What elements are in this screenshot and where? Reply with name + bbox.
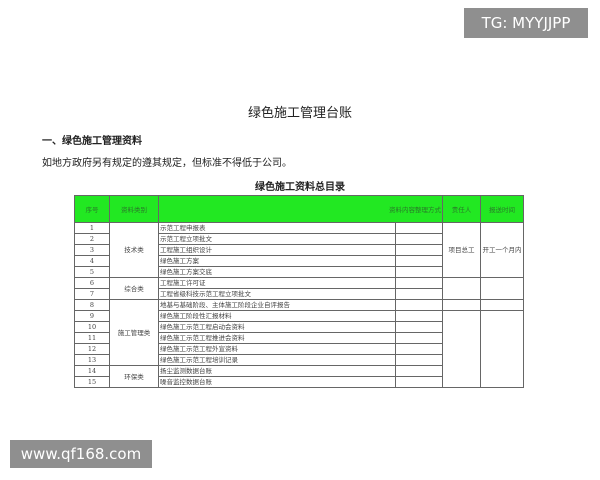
method-cell	[395, 365, 443, 377]
responsible-cell: 项目总工	[442, 222, 481, 278]
item-cell: 绿色施工示范工程启动会资料	[158, 321, 396, 333]
table-row: 12 绿色施工示范工程外宣资料	[74, 343, 524, 355]
item-cell: 扬尘监测数据台账	[158, 365, 396, 377]
item-cell: 地基与基础阶段、主体施工阶段企业自评报告	[158, 299, 396, 311]
row-number: 15	[74, 376, 110, 388]
deadline-cell	[480, 277, 524, 300]
row-number: 5	[74, 266, 110, 278]
table-row: 1 技术类 示范工程申报表 项目总工 开工一个月内	[74, 222, 524, 278]
method-cell	[395, 222, 443, 234]
document-title: 绿色施工管理台账	[247, 106, 352, 121]
row-number: 9	[74, 310, 110, 322]
row-number: 8	[74, 299, 110, 311]
table-row: 10 绿色施工示范工程启动会资料	[74, 321, 524, 333]
item-cell: 示范工程申报表	[158, 222, 396, 234]
header-deadline: 报送时间	[480, 195, 524, 223]
row-number: 6	[74, 277, 110, 289]
deadline-cell	[480, 299, 524, 311]
table-row: 8 施工管理类 地基与基础阶段、主体施工阶段企业自评报告	[74, 299, 524, 366]
method-cell	[395, 299, 443, 311]
row-number: 12	[74, 343, 110, 355]
method-cell	[395, 255, 443, 267]
item-cell: 示范工程立项批文	[158, 233, 396, 245]
method-cell	[395, 376, 443, 388]
method-cell	[395, 343, 443, 355]
table-title: 绿色施工资料总目录	[255, 182, 345, 193]
table-row: 14 环保类 扬尘监测数据台账	[74, 365, 524, 388]
responsible-cell	[442, 310, 481, 388]
category-cell: 施工管理类	[109, 299, 159, 366]
paragraph: 如地方政府另有规定的遵其规定，但标准不得低于公司。	[42, 158, 292, 169]
header-no: 序号	[74, 195, 110, 223]
item-cell: 噪音监控数据台账	[158, 376, 396, 388]
row-number: 11	[74, 332, 110, 344]
category-cell: 综合类	[109, 277, 159, 300]
method-cell	[395, 244, 443, 256]
item-cell: 工程施工组织设计	[158, 244, 396, 256]
item-cell: 绿色施工示范工程推进会资料	[158, 332, 396, 344]
table-row: 15 噪音监控数据台账	[74, 376, 524, 388]
method-cell	[395, 277, 443, 289]
header-responsible: 责任人	[442, 195, 481, 223]
header-category: 资料类别	[109, 195, 159, 223]
row-number: 3	[74, 244, 110, 256]
row-number: 4	[74, 255, 110, 267]
item-cell: 绿色施工阶段性汇报材料	[158, 310, 396, 322]
responsible-cell	[442, 299, 481, 311]
item-cell: 绿色施工方案交底	[158, 266, 396, 278]
row-number: 1	[74, 222, 110, 234]
watermark-site: www.qf168.com	[10, 440, 152, 468]
method-cell	[395, 266, 443, 278]
table-row: 4 绿色施工方案	[74, 255, 524, 267]
method-cell	[395, 332, 443, 344]
item-cell: 绿色施工示范工程外宣资料	[158, 343, 396, 355]
catalog-table: 序号 资料类别 资料内容整理方式 责任人 报送时间 1 技术类 示范工程申报表 项目总…	[74, 195, 524, 388]
method-cell	[395, 321, 443, 333]
table-row: 9 绿色施工阶段性汇报材料	[74, 310, 524, 388]
watermark-tg: TG: MYYJJPP	[464, 8, 588, 38]
method-cell	[395, 354, 443, 366]
row-number: 2	[74, 233, 110, 245]
table-row: 11 绿色施工示范工程推进会资料	[74, 332, 524, 344]
category-cell: 环保类	[109, 365, 159, 388]
table-header: 序号 资料类别 资料内容整理方式 责任人 报送时间	[74, 195, 524, 223]
table-row: 7 工程省级科技示范工程立项批文	[74, 288, 524, 300]
row-number: 10	[74, 321, 110, 333]
item-cell: 工程省级科技示范工程立项批文	[158, 288, 396, 300]
section-heading: 一、绿色施工管理资料	[42, 136, 142, 147]
responsible-cell	[442, 277, 481, 300]
item-cell: 绿色施工方案	[158, 255, 396, 267]
method-cell	[395, 288, 443, 300]
item-cell: 工程施工许可证	[158, 277, 396, 289]
row-number: 13	[74, 354, 110, 366]
method-cell	[395, 310, 443, 322]
table-row: 6 综合类 工程施工许可证	[74, 277, 524, 300]
deadline-cell: 开工一个月内	[480, 222, 524, 278]
deadline-cell	[480, 310, 524, 388]
category-cell: 技术类	[109, 222, 159, 278]
method-cell	[395, 233, 443, 245]
header-content: 资料内容整理方式	[158, 195, 443, 223]
item-cell: 绿色施工示范工程培训记录	[158, 354, 396, 366]
row-number: 14	[74, 365, 110, 377]
row-number: 7	[74, 288, 110, 300]
